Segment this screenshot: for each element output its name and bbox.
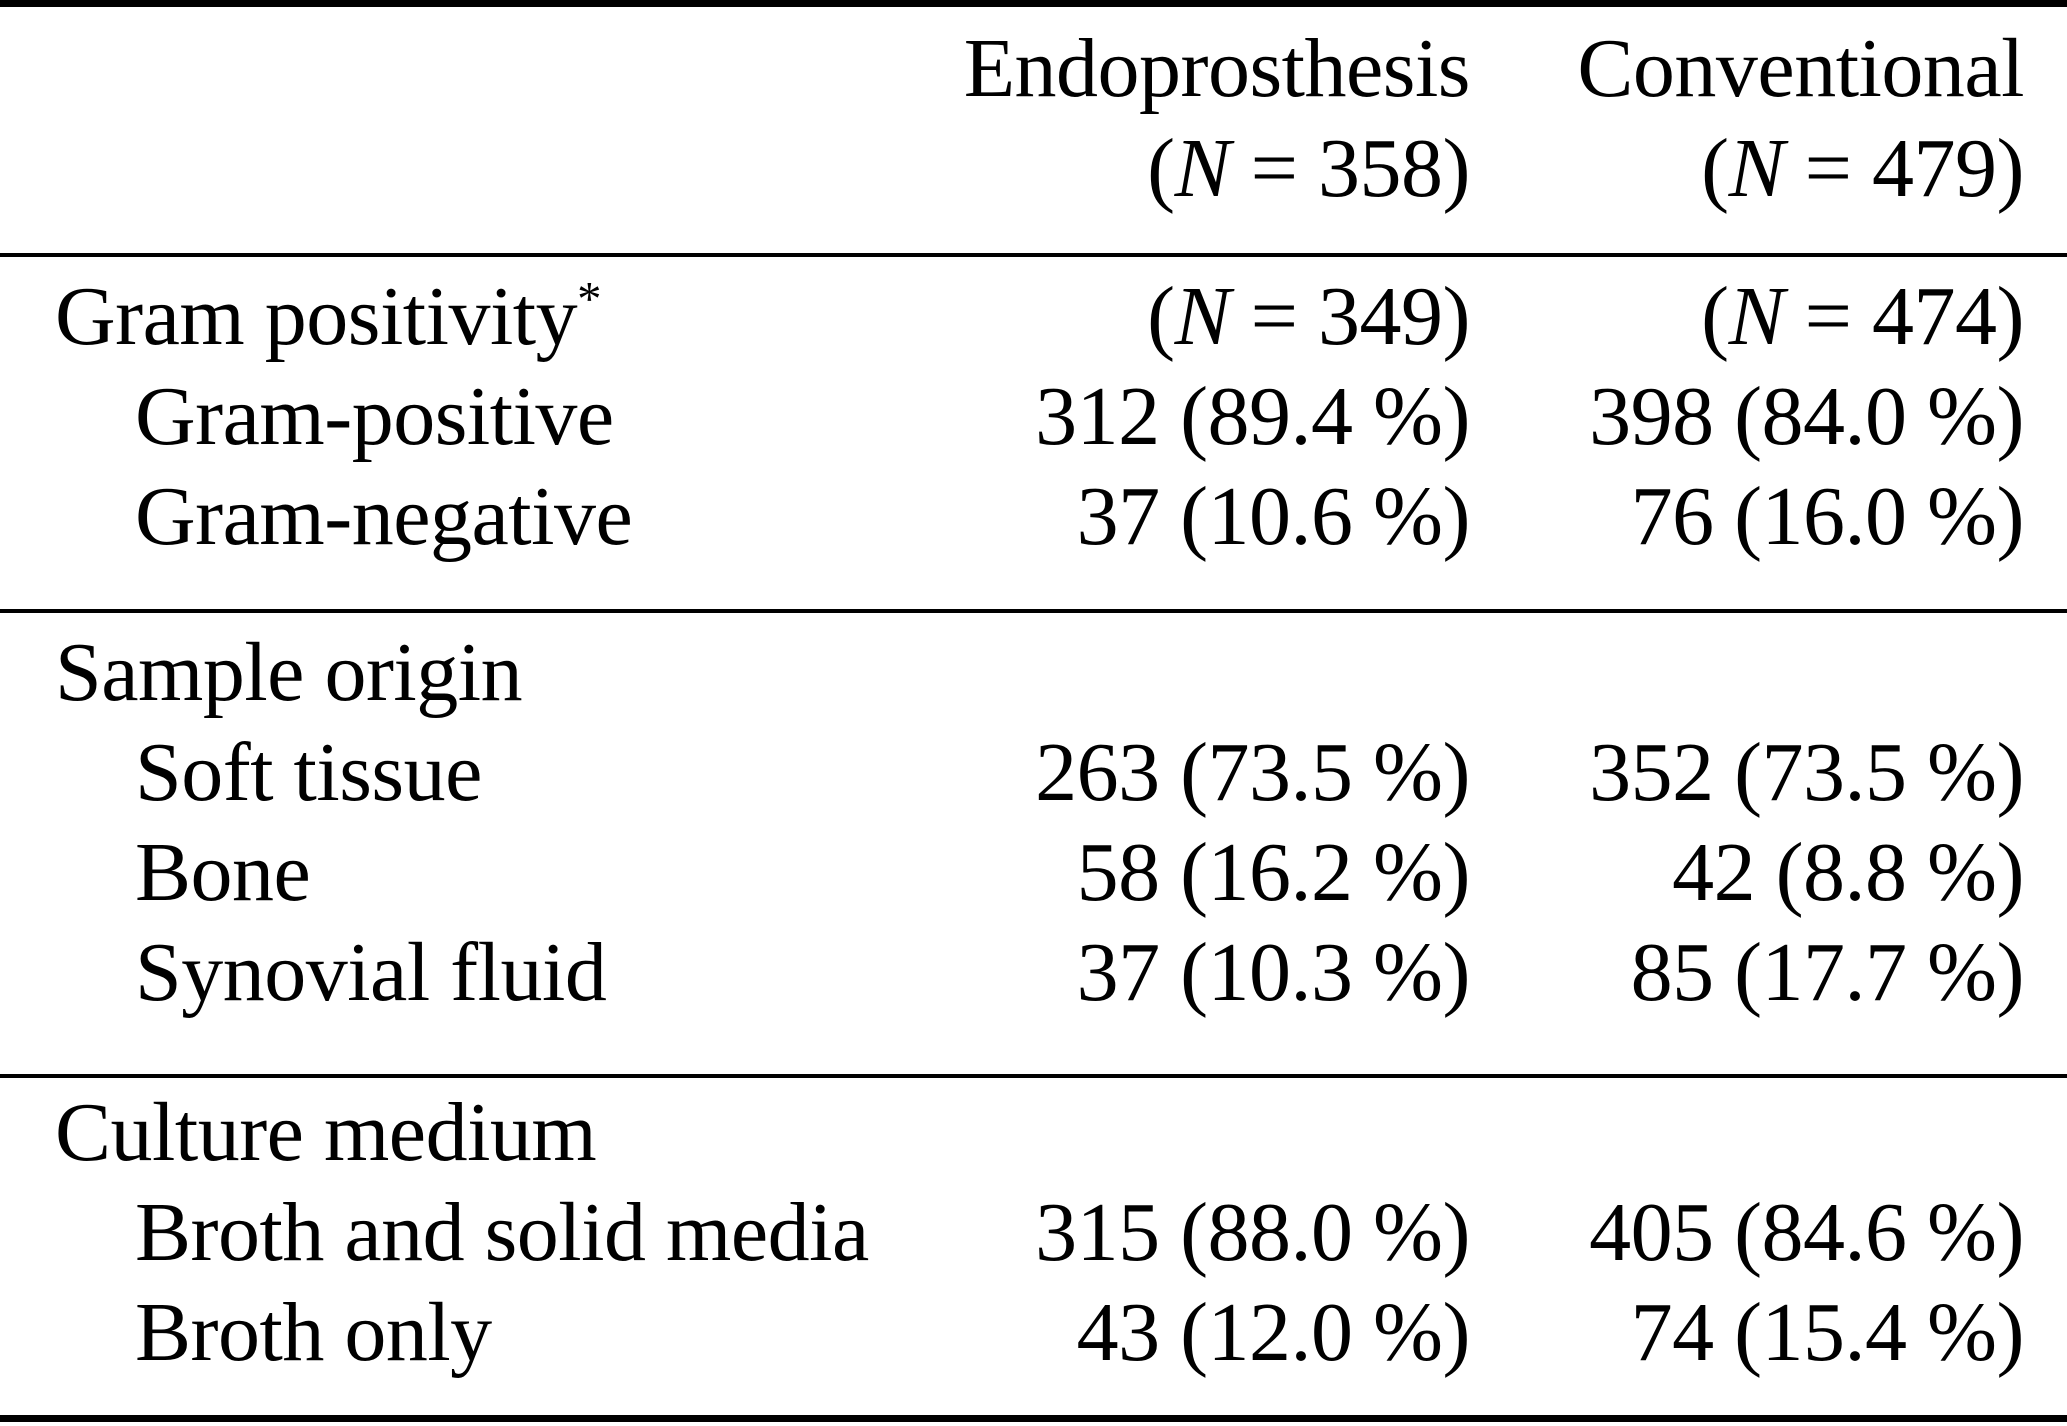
value-cell-endoprosthesis: (N = 349) bbox=[900, 255, 1470, 367]
section-title-text: Sample origin bbox=[55, 626, 523, 719]
table-row: Soft tissue 263 (73.5 %) 352 (73.5 %) bbox=[0, 723, 2067, 823]
value-cell-endoprosthesis: 315 (88.0 %) bbox=[1035, 1186, 1470, 1279]
value-cell-conventional: 405 (84.6 %) bbox=[1589, 1186, 2024, 1279]
math-n-symbol: N bbox=[1174, 270, 1231, 363]
n-count-value: = 479) bbox=[1784, 122, 2025, 215]
row-label-cell: Broth and solid media bbox=[135, 1186, 869, 1279]
section-title-text: Culture medium bbox=[55, 1086, 597, 1179]
table-row: Bone 58 (16.2 %) 42 (8.8 %) bbox=[0, 823, 2067, 923]
section-header-row: Gram positivity* (N = 349) (N = 474) bbox=[0, 255, 2067, 367]
column-n-count: (N = 358) bbox=[900, 119, 1470, 219]
value-cell-endoprosthesis: 58 (16.2 %) bbox=[1076, 826, 1471, 919]
value-cell-conventional-empty bbox=[1470, 611, 2067, 723]
column-title: Endoprosthesis bbox=[963, 22, 1471, 115]
column-title: Conventional bbox=[1577, 22, 2024, 115]
row-label-cell: Gram-negative bbox=[135, 470, 633, 563]
value-cell-endoprosthesis: 37 (10.3 %) bbox=[1076, 926, 1471, 1019]
table-row: Broth and solid media 315 (88.0 %) 405 (… bbox=[0, 1183, 2067, 1283]
value-cell-conventional: 42 (8.8 %) bbox=[1672, 826, 2024, 919]
row-label-cell: Broth only bbox=[135, 1286, 492, 1379]
table-row: Gram-negative 37 (10.6 %) 76 (16.0 %) bbox=[0, 467, 2067, 611]
value-cell-endoprosthesis: 43 (12.0 %) bbox=[1076, 1286, 1471, 1379]
column-n-count: (N = 479) bbox=[1470, 119, 2024, 219]
n-count-value: = 349) bbox=[1230, 270, 1471, 363]
section-header-row: Sample origin bbox=[0, 611, 2067, 723]
column-header-conventional: Conventional (N = 479) bbox=[1470, 3, 2067, 257]
paren-open: ( bbox=[1701, 122, 1729, 215]
row-label-cell: Soft tissue bbox=[135, 726, 482, 819]
footnote-marker: * bbox=[577, 272, 601, 326]
section-gram-positivity: Gram positivity* (N = 349) (N = 474) Gra… bbox=[0, 255, 2067, 611]
table-row: Broth only 43 (12.0 %) 74 (15.4 %) bbox=[0, 1283, 2067, 1419]
value-cell-conventional: (N = 474) bbox=[1470, 255, 2067, 367]
value-cell-conventional-empty bbox=[1470, 1076, 2067, 1183]
value-cell-endoprosthesis-empty bbox=[900, 611, 1470, 723]
section-sample-origin: Sample origin Soft tissue 263 (73.5 %) 3… bbox=[0, 611, 2067, 1076]
value-cell-conventional: 85 (17.7 %) bbox=[1630, 926, 2025, 1019]
n-count-value: = 474) bbox=[1784, 270, 2025, 363]
section-culture-medium: Culture medium Broth and solid media 315… bbox=[0, 1076, 2067, 1419]
row-label-cell: Bone bbox=[135, 826, 311, 919]
value-cell-conventional: 352 (73.5 %) bbox=[1589, 726, 2024, 819]
section-title-text: Gram positivity bbox=[55, 270, 578, 363]
n-count-value: = 358) bbox=[1230, 122, 1471, 215]
math-n-symbol: N bbox=[1728, 122, 1785, 215]
header-spacer-cell bbox=[0, 3, 900, 257]
value-cell-conventional: 398 (84.0 %) bbox=[1589, 370, 2024, 463]
section-title-cell: Culture medium bbox=[0, 1076, 900, 1183]
row-label-cell: Synovial fluid bbox=[135, 926, 607, 1019]
header-row: Endoprosthesis (N = 358) Conventional (N… bbox=[0, 3, 2067, 257]
value-cell-endoprosthesis: 37 (10.6 %) bbox=[1076, 470, 1471, 563]
table-row: Synovial fluid 37 (10.3 %) 85 (17.7 %) bbox=[0, 923, 2067, 1076]
section-title-cell: Gram positivity* bbox=[0, 255, 900, 367]
math-n-symbol: N bbox=[1728, 270, 1785, 363]
section-header-row: Culture medium bbox=[0, 1076, 2067, 1183]
value-cell-conventional: 76 (16.0 %) bbox=[1630, 470, 2025, 563]
paren-open: ( bbox=[1147, 270, 1175, 363]
column-header-endoprosthesis: Endoprosthesis (N = 358) bbox=[900, 3, 1471, 257]
row-label-cell: Gram-positive bbox=[135, 370, 614, 463]
value-cell-conventional: 74 (15.4 %) bbox=[1630, 1286, 2025, 1379]
paren-open: ( bbox=[1701, 270, 1729, 363]
section-title-cell: Sample origin bbox=[0, 611, 900, 723]
table-row: Gram-positive 312 (89.4 %) 398 (84.0 %) bbox=[0, 367, 2067, 467]
table-header: Endoprosthesis (N = 358) Conventional (N… bbox=[0, 3, 2067, 257]
value-cell-endoprosthesis: 312 (89.4 %) bbox=[1035, 370, 1470, 463]
value-cell-endoprosthesis-empty bbox=[900, 1076, 1470, 1183]
math-n-symbol: N bbox=[1174, 122, 1231, 215]
value-cell-endoprosthesis: 263 (73.5 %) bbox=[1035, 726, 1470, 819]
paren-open: ( bbox=[1147, 122, 1175, 215]
